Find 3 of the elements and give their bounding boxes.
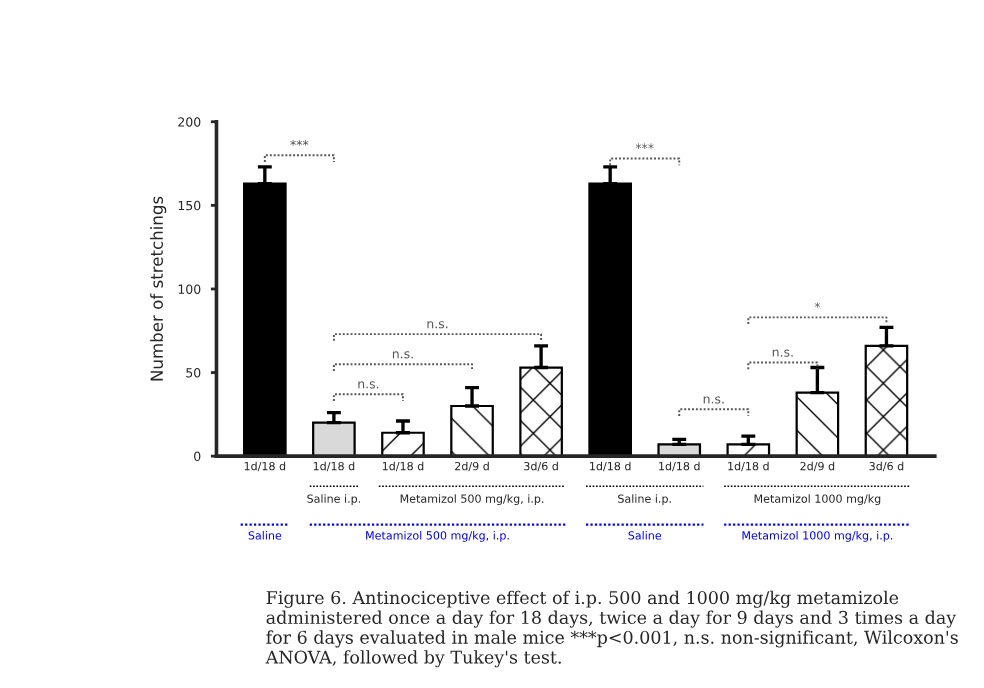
y-axis-title: Number of stretchings — [150, 196, 167, 381]
bar — [312, 421, 356, 457]
caption: Figure 6. Antinociceptive effect of i.p. 500 and 1000 mg/kg metamizole administered once a day for 18 days, twice a day for 9 days and 3 times a day for 6 days evaluated in male mice ***p<0.001, n.s. non-significant, Wilcoxon's ANOVA, followed by Tukey's test. — [265, 590, 958, 668]
